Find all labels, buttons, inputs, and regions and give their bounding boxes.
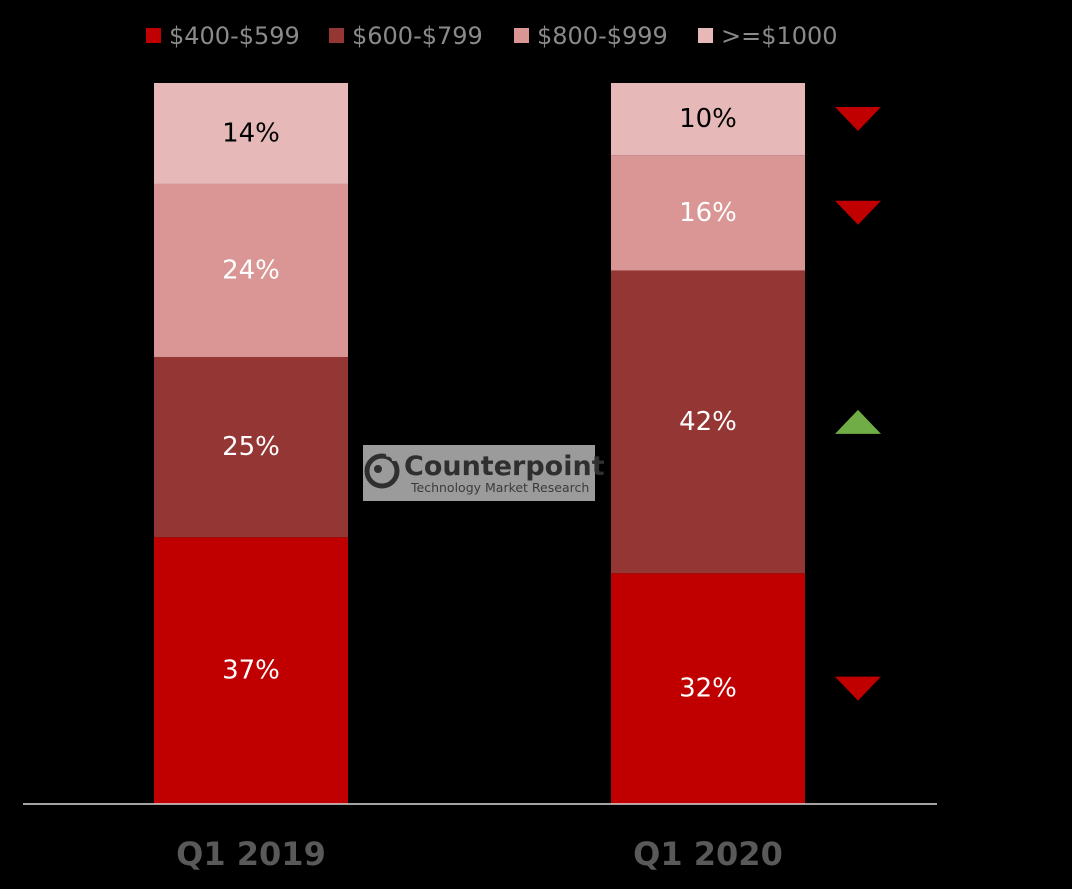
legend-label: $800-$999 [537, 22, 668, 50]
bar-segment [154, 356, 348, 538]
watermark-subtitle: Technology Market Research [410, 480, 589, 495]
legend-swatch [146, 28, 161, 43]
counterpoint-logo-icon [364, 452, 400, 489]
segment-labels: 37% 25% 24% 14% 32% 42% 16% 10% [222, 104, 737, 704]
bar-segment [611, 83, 805, 156]
x-tick-label: Q1 2020 [633, 835, 783, 873]
bars [154, 83, 805, 804]
legend-label: >=$1000 [721, 22, 838, 50]
legend-swatch [329, 28, 344, 43]
bar-segment [611, 155, 805, 271]
legend: $400-$599 $600-$799 $800-$999 >=$1000 [146, 22, 838, 50]
down-arrow-icon [835, 107, 881, 132]
counterpoint-watermark: Counterpoint Technology Market Research [363, 445, 605, 501]
down-arrow-icon [835, 200, 881, 225]
up-arrow-icon [835, 409, 881, 434]
legend-label: $600-$799 [352, 22, 483, 50]
data-label: 25% [222, 432, 280, 462]
data-label: 32% [679, 674, 737, 704]
bar-segment [154, 537, 348, 804]
data-label: 42% [679, 407, 737, 437]
legend-swatch [698, 28, 713, 43]
category-labels: Q1 2019 Q1 2020 [176, 835, 783, 873]
legend-swatch [514, 28, 529, 43]
data-label: 10% [679, 104, 737, 134]
legend-label: $400-$599 [169, 22, 300, 50]
data-label: 37% [222, 656, 280, 686]
down-arrow-icon [835, 676, 881, 701]
bar-segment [154, 83, 348, 184]
data-label: 16% [679, 198, 737, 228]
data-label: 14% [222, 118, 280, 148]
bar-segment [611, 270, 805, 574]
change-indicators [835, 107, 881, 701]
x-tick-label: Q1 2019 [176, 835, 326, 873]
watermark-title: Counterpoint [404, 451, 605, 482]
bar-segment [611, 573, 805, 804]
watermark-box [363, 445, 595, 501]
bar-segment [154, 183, 348, 357]
data-label: 24% [222, 255, 280, 285]
